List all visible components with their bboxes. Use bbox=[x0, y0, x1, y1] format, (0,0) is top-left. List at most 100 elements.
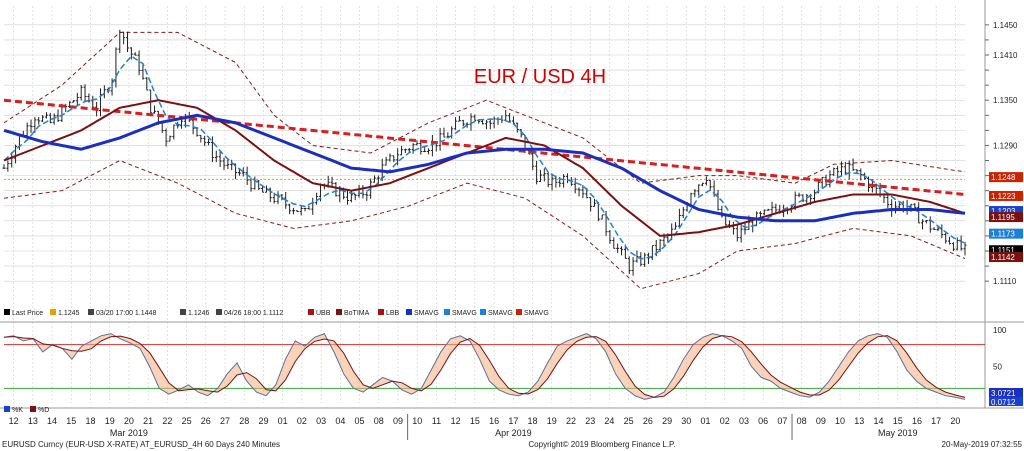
stoch-value-box bbox=[989, 397, 1023, 406]
legend-label: UBB bbox=[316, 310, 331, 317]
stoch-value-box bbox=[989, 388, 1023, 397]
price-label: 1.1151 bbox=[991, 246, 1015, 255]
x-tick-label: 25 bbox=[182, 416, 192, 426]
x-tick-label: 27 bbox=[220, 416, 230, 426]
x-tick-label: 10 bbox=[835, 416, 845, 426]
price-label-box bbox=[989, 245, 1023, 256]
moving-averages bbox=[3, 55, 966, 260]
y-tick-label: 1.1350 bbox=[993, 96, 1018, 105]
legend-swatch bbox=[336, 309, 342, 315]
x-tick-label: 05 bbox=[355, 416, 365, 426]
x-tick-label: 20 bbox=[950, 416, 960, 426]
slow-sma-blue bbox=[3, 113, 966, 223]
x-tick-label: 22 bbox=[566, 416, 576, 426]
x-tick-label: 15 bbox=[470, 416, 480, 426]
x-tick-label: 07 bbox=[777, 416, 787, 426]
stoch-k-line bbox=[3, 332, 966, 400]
x-tick-label: 26 bbox=[643, 416, 653, 426]
x-tick-label: 10 bbox=[412, 416, 422, 426]
x-tick-label: 03 bbox=[316, 416, 326, 426]
trend-sma-red bbox=[3, 98, 966, 196]
price-label: 1.1248 bbox=[991, 173, 1016, 182]
price-label-box bbox=[989, 212, 1023, 223]
legend-swatch bbox=[406, 309, 412, 315]
x-tick-label: 04 bbox=[335, 416, 345, 426]
lower-band bbox=[3, 159, 966, 290]
legend-label: SMAVG bbox=[524, 310, 549, 317]
x-tick-label: 16 bbox=[489, 416, 499, 426]
legend-label: BoTIMA bbox=[344, 310, 370, 317]
stoch-legend-swatch bbox=[4, 406, 10, 412]
x-tick-label: 30 bbox=[681, 416, 691, 426]
legend-label: SMAVG bbox=[414, 310, 439, 317]
price-label: 1.1223 bbox=[991, 192, 1016, 201]
stoch-legend-label: %D bbox=[38, 407, 49, 414]
legend-swatch bbox=[4, 309, 10, 315]
x-tick-label: 01 bbox=[701, 416, 711, 426]
footer-center: Copyright© 2019 Bloomberg Finance L.P. bbox=[528, 440, 675, 449]
x-tick-label: 13 bbox=[28, 416, 38, 426]
price-label-box bbox=[989, 228, 1023, 239]
y-tick-label: 1.1110 bbox=[993, 277, 1017, 286]
x-month-label: Apr 2019 bbox=[495, 428, 532, 438]
x-tick-label: 23 bbox=[585, 416, 595, 426]
x-tick-label: 02 bbox=[720, 416, 730, 426]
x-tick-label: 15 bbox=[66, 416, 76, 426]
x-tick-label: 24 bbox=[604, 416, 614, 426]
price-label-box bbox=[989, 190, 1023, 201]
y-tick-label: 1.1450 bbox=[993, 21, 1018, 30]
legend-label: SMAVG bbox=[452, 310, 477, 317]
price-label: 1.1195 bbox=[991, 213, 1015, 222]
x-tick-label: 03 bbox=[739, 416, 749, 426]
upper-band bbox=[3, 31, 966, 184]
legend-swatch bbox=[88, 309, 94, 315]
legend-swatch bbox=[378, 309, 384, 315]
stoch-fill bbox=[4, 333, 965, 400]
x-tick-label: 11 bbox=[432, 416, 441, 426]
x-tick-label: 21 bbox=[143, 416, 153, 426]
legend-label: 1.1245 bbox=[58, 310, 80, 317]
x-tick-label: 09 bbox=[393, 416, 403, 426]
stoch-legend-label: %K bbox=[12, 407, 23, 414]
legend-swatch bbox=[480, 309, 486, 315]
bollinger-middle-ma bbox=[3, 99, 966, 237]
x-month-label: Mar 2019 bbox=[110, 428, 148, 438]
bollinger-bands bbox=[3, 31, 966, 290]
x-axis: 12 13 14 15 18 19 20 21 22 25 26 27 28 29 01 02 03 04 05 08… bbox=[9, 414, 960, 440]
y-tick-label: 1.1290 bbox=[993, 141, 1018, 150]
x-tick-label: 06 bbox=[758, 416, 768, 426]
x-month-label: May 2019 bbox=[878, 428, 918, 438]
legend-label: LBB bbox=[386, 310, 400, 317]
x-tick-label: 08 bbox=[797, 416, 807, 426]
footer-right: 20-May-2019 07:32:55 bbox=[942, 440, 1023, 449]
y-tick-label: 1.1410 bbox=[993, 51, 1018, 60]
x-tick-label: 12 bbox=[9, 416, 19, 426]
x-tick-label: 26 bbox=[201, 416, 211, 426]
x-tick-label: 12 bbox=[451, 416, 461, 426]
x-tick-label: 18 bbox=[85, 416, 95, 426]
legend-label: 1.1246 bbox=[188, 310, 210, 317]
fast-sma-dashed bbox=[3, 55, 966, 260]
legend-label: 04/26 18:00 1.1112 bbox=[224, 310, 283, 317]
legend-swatch bbox=[50, 309, 56, 315]
x-tick-label: 08 bbox=[374, 416, 384, 426]
x-tick-label: 16 bbox=[912, 416, 922, 426]
legend-swatch bbox=[308, 309, 314, 315]
price-label: 1.1203 bbox=[991, 207, 1016, 216]
x-tick-label: 19 bbox=[547, 416, 557, 426]
x-tick-label: 25 bbox=[624, 416, 634, 426]
price-label: 1.1142 bbox=[991, 253, 1015, 262]
x-tick-label: 17 bbox=[931, 416, 941, 426]
stoch-value-label: 3.0721 bbox=[991, 389, 1016, 398]
legend: Last Price 1.1245 03/20 17:00 1.1448 1.1246… bbox=[4, 309, 549, 317]
stoch-tick-label: 100 bbox=[993, 326, 1007, 335]
legend-swatch bbox=[180, 309, 186, 315]
x-tick-label: 17 bbox=[508, 416, 518, 426]
stoch-legend-swatch bbox=[30, 406, 36, 412]
price-label: 1.1173 bbox=[991, 230, 1015, 239]
x-tick-label: 14 bbox=[874, 416, 884, 426]
x-tick-label: 13 bbox=[854, 416, 864, 426]
x-tick-label: 19 bbox=[105, 416, 115, 426]
x-tick-label: 14 bbox=[47, 416, 57, 426]
